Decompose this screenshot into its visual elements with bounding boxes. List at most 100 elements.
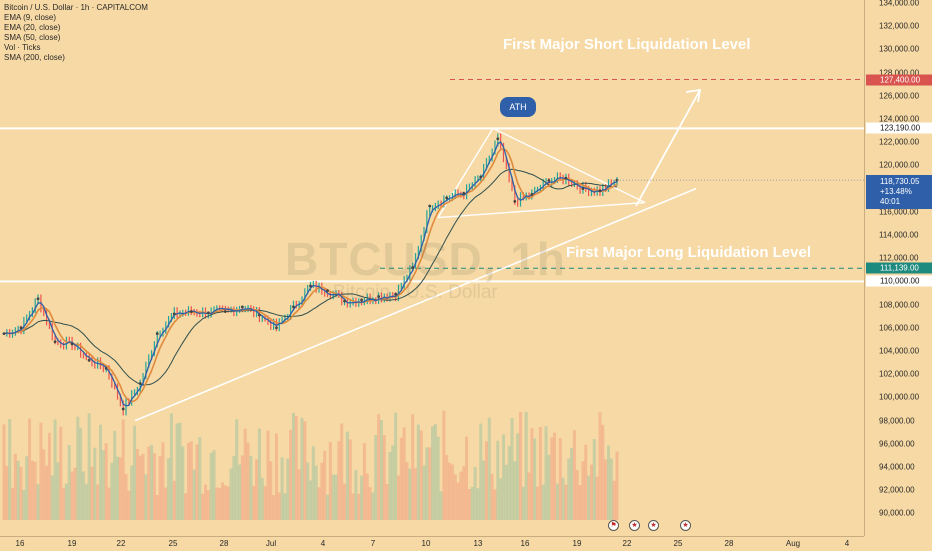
volume-bar [186, 442, 190, 520]
volume-bar [538, 427, 542, 520]
volume-bar [147, 446, 151, 520]
price-point [581, 187, 585, 191]
volume-bar [504, 464, 508, 520]
time-axis[interactable]: 16 19 22 25 28 Jul 4 7 10 13 16 19 22 25 28 Aug 4 [0, 536, 864, 551]
time-tick-label: 13 [473, 539, 483, 548]
long-level-tag: 111,139.00 [866, 262, 932, 274]
volume-bar [249, 455, 253, 520]
volume-bar [592, 439, 596, 520]
volume-bar [181, 446, 185, 520]
price-tick-label: 132,000.00 [879, 21, 920, 31]
volume-bar [490, 473, 494, 520]
legend-indicator-sma50[interactable]: SMA (50, close) [4, 33, 61, 42]
volume-bar [561, 477, 565, 520]
volume-bar [121, 419, 125, 520]
volume-bar [291, 412, 295, 520]
us-flag-icon[interactable]: ★ [629, 520, 640, 531]
volume-bar [326, 494, 330, 520]
volume-bar [331, 474, 335, 520]
legend-indicator-volume[interactable]: Vol · Ticks [4, 43, 41, 52]
projection-arrow-head [685, 88, 702, 103]
volume-bar [595, 476, 599, 520]
price-point [479, 175, 483, 179]
volume-bar [519, 411, 523, 520]
price-axis[interactable]: 134,000.00 132,000.00 130,000.00 128,000.00… [864, 0, 932, 536]
volume-bar [570, 447, 574, 520]
volume-bar [311, 446, 315, 520]
volume-bar [405, 462, 409, 520]
price-tick-label: 92,000.00 [879, 485, 915, 495]
volume-bar [541, 484, 545, 520]
volume-bar [320, 462, 324, 520]
volume-bar [152, 453, 156, 520]
volume-bar [260, 477, 264, 520]
volume-bar [433, 424, 437, 520]
price-point [223, 310, 227, 313]
volume-bar [19, 466, 23, 520]
volume-bar [575, 470, 579, 520]
volume-bar [456, 482, 460, 520]
event-flag-icon[interactable]: ⚑ [608, 520, 619, 531]
chart-legend: Bitcoin / U.S. Dollar · 1h · CAPITALCOM … [4, 3, 148, 63]
volume-bar [39, 422, 43, 520]
volume-bar [396, 475, 400, 520]
price-tick-label: 104,000.00 [879, 346, 920, 356]
volume-bar [479, 423, 483, 520]
volume-bar [172, 480, 176, 520]
time-tick-label: 19 [572, 539, 582, 548]
volume-bar [240, 455, 244, 520]
volume-bar [36, 484, 40, 520]
volume-bar [189, 441, 193, 520]
volume-bar [533, 438, 537, 520]
time-tick-label: 22 [622, 539, 632, 548]
volume-bar [399, 437, 403, 520]
volume-bar [30, 460, 34, 520]
time-tick-label: Jul [265, 539, 277, 548]
volume-bar [232, 455, 236, 520]
volume-bar [201, 493, 205, 520]
price-point [53, 340, 57, 344]
volume-bar [67, 444, 71, 520]
volume-bar [175, 423, 179, 520]
legend-title[interactable]: Bitcoin / U.S. Dollar · 1h · CAPITALCOM [4, 3, 148, 12]
current-price-tag-change-pct: +13.48% [880, 187, 912, 197]
volume-bar [255, 459, 259, 520]
volume-bar [289, 429, 293, 520]
triangle-upper-line [492, 127, 646, 204]
volume-bar [345, 431, 349, 520]
time-tick-label: 28 [219, 539, 229, 548]
volume-bar [246, 442, 250, 520]
volume-bar [584, 444, 588, 520]
volume-bar [385, 483, 389, 520]
price-point [240, 305, 244, 309]
projection-arrow-shaft [635, 89, 701, 207]
volume-bar [425, 447, 429, 520]
volume-bar [572, 430, 576, 520]
legend-indicator-sma200[interactable]: SMA (200, close) [4, 53, 65, 62]
volume-bar [81, 471, 85, 520]
price-point [343, 299, 346, 303]
volume-bar [50, 475, 54, 520]
us-flag-icon[interactable]: ★ [680, 520, 691, 531]
volume-bar [62, 487, 66, 520]
volume-bar [16, 460, 20, 520]
volume-bar [306, 462, 310, 520]
volume-bar [510, 417, 514, 520]
us-flag-icon[interactable]: ★ [648, 520, 659, 531]
price-point [496, 137, 500, 141]
price-point [394, 292, 398, 296]
volume-bar [56, 462, 60, 520]
price-point [462, 191, 466, 195]
price-point [275, 326, 278, 330]
volume-bar [357, 493, 361, 520]
legend-indicator-ema9[interactable]: EMA (9, close) [4, 13, 57, 22]
volume-bar [135, 449, 139, 520]
volume-bar [283, 493, 287, 520]
volume-bar [269, 461, 273, 520]
legend-indicator-ema20[interactable]: EMA (20, close) [4, 23, 61, 32]
price-point [155, 332, 159, 335]
volume-bar [334, 474, 338, 520]
volume-bar [402, 427, 406, 520]
